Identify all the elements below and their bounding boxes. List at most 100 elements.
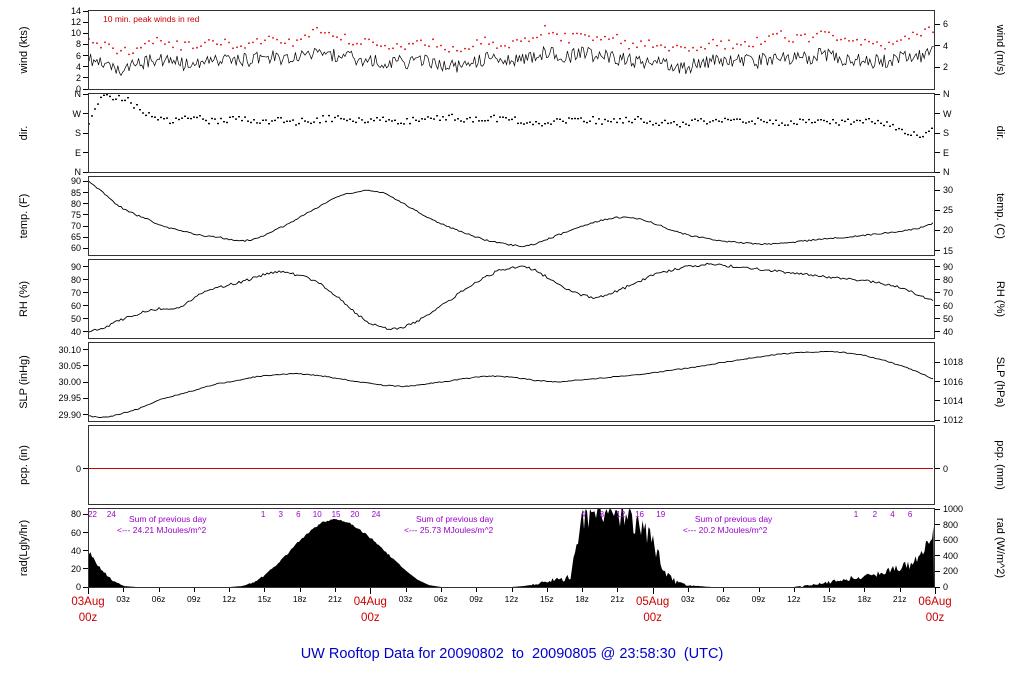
x-tick-label: 06z: [716, 594, 731, 604]
y-tick-label-right: 0: [943, 582, 949, 592]
axis-title-right-wind: wind (m/s): [994, 24, 1006, 76]
axis-title-right-rad: rad (W/m^2): [994, 517, 1006, 579]
y-tick-label-left: 60: [70, 300, 81, 311]
y-tick-mark-left: [83, 513, 88, 515]
panel-slp: [88, 342, 935, 422]
rad-cumulative-mark: 2: [872, 510, 878, 519]
y-tick-label-left: N: [74, 89, 82, 99]
y-tick-mark-left: [83, 43, 88, 45]
x-tick-label: 06z: [434, 594, 448, 604]
rad-annotation-line1: Sum of previous day: [128, 514, 207, 524]
y-tick-mark-right: [935, 305, 940, 306]
y-tick-label-right: N: [943, 167, 950, 177]
x-tick-label: 18z: [857, 594, 872, 604]
x-tick-label: 18z: [292, 594, 307, 604]
y-tick-label-left: 40: [70, 545, 81, 556]
y-tick-label-right: 1014: [943, 395, 964, 406]
y-tick-label-right: E: [943, 147, 950, 158]
y-tick-label-right: 30: [943, 185, 954, 196]
y-tick-mark-right: [935, 586, 940, 588]
rad-annotation-line1: Sum of previous day: [416, 514, 494, 524]
y-tick-label-right: N: [943, 89, 950, 99]
y-tick-label-left: E: [74, 147, 81, 158]
x-major-label-date: 05Aug: [636, 596, 670, 608]
y-tick-label-left: 20: [70, 563, 81, 574]
y-tick-label-right: 1000: [943, 504, 964, 514]
rad-cumulative-mark: 15: [331, 510, 341, 519]
rad-cumulative-mark: 6: [296, 510, 301, 519]
x-tick-mark: [829, 588, 831, 592]
x-tick-mark: [546, 588, 548, 592]
y-tick-label-right: 40: [943, 326, 954, 337]
x-tick-label: 09z: [187, 594, 201, 604]
x-tick-label: 03z: [681, 594, 695, 604]
panel-dir: [88, 93, 935, 173]
y-tick-label-left: 10: [70, 28, 81, 39]
x-tick-mark: [758, 588, 760, 592]
x-major-tick-mark: [935, 588, 936, 594]
y-tick-mark-left: [83, 279, 88, 280]
x-major-tick-mark: [88, 588, 89, 594]
y-tick-label-right: 1012: [943, 415, 964, 426]
y-tick-label-right: 6: [943, 19, 949, 29]
y-tick-label-left: 30.00: [58, 377, 81, 387]
y-tick-label-left: 70: [70, 287, 81, 298]
y-tick-mark-right: [935, 361, 940, 363]
x-tick-mark: [264, 588, 266, 592]
x-tick-label: 15z: [539, 594, 554, 604]
y-tick-label-left: 14: [70, 6, 81, 16]
x-major-tick-mark: [370, 588, 372, 594]
y-tick-mark-right: [935, 331, 940, 332]
y-tick-mark-right: [935, 23, 940, 25]
y-tick-mark-left: [83, 292, 88, 293]
y-tick-mark-left: [83, 88, 88, 90]
y-tick-label-left: 29.90: [58, 409, 81, 420]
rad-annotation-line2: <--- 25.73 MJoules/m^2: [404, 525, 494, 535]
panel-wind-plot: [89, 24, 934, 77]
y-tick-label-right: 200: [943, 566, 959, 577]
x-tick-mark: [123, 588, 125, 592]
rad-cumulative-mark: 10: [312, 510, 322, 519]
y-tick-label-left: 90: [70, 176, 81, 187]
rad-cumulative-mark: 3: [278, 510, 283, 519]
y-tick-label-left: 90: [70, 261, 81, 272]
y-tick-mark-left: [83, 214, 88, 216]
x-tick-mark: [229, 588, 231, 592]
y-tick-label-left: 80: [70, 274, 81, 285]
y-tick-label-right: 1016: [943, 376, 964, 387]
y-tick-mark-left: [83, 203, 88, 205]
x-major-label-date: 06Aug: [918, 596, 952, 608]
y-tick-label-right: S: [943, 128, 950, 138]
rad-cumulative-mark: 12: [616, 510, 626, 519]
y-tick-mark-left: [83, 132, 88, 134]
y-tick-label-right: 80: [943, 274, 954, 285]
y-tick-mark-right: [935, 66, 940, 68]
rad-cumulative-mark: 19: [656, 510, 666, 519]
y-tick-mark-right: [935, 229, 940, 231]
y-tick-mark-right: [935, 250, 940, 252]
y-tick-label-right: 600: [943, 535, 959, 546]
y-tick-label-left: 65: [70, 232, 81, 243]
x-tick-label: 12z: [786, 594, 801, 604]
y-tick-label-right: 400: [943, 550, 959, 561]
x-tick-label: 03z: [116, 594, 131, 604]
y-tick-label-right: 4: [943, 40, 949, 51]
y-tick-label-left: 8: [75, 39, 81, 50]
y-tick-label-left: 30.10: [58, 344, 81, 355]
y-tick-label-left: 80: [70, 198, 81, 209]
y-tick-mark-left: [83, 586, 88, 588]
y-tick-mark-left: [83, 77, 88, 79]
y-tick-mark-left: [83, 93, 88, 95]
x-tick-mark: [405, 588, 407, 592]
y-tick-label-left: 0: [75, 463, 81, 474]
y-tick-mark-left: [83, 113, 88, 114]
panel-wind: 10 min. peak winds in red: [88, 10, 935, 90]
y-tick-label-left: 85: [70, 187, 81, 198]
y-tick-mark-left: [83, 349, 88, 350]
x-tick-mark: [476, 588, 478, 592]
y-tick-label-left: 80: [70, 509, 81, 520]
panel-rh: [88, 259, 935, 339]
axis-title-right-temp: temp. (C): [994, 193, 1006, 239]
x-major-tick-mark: [652, 588, 654, 594]
y-tick-mark-right: [935, 189, 940, 191]
